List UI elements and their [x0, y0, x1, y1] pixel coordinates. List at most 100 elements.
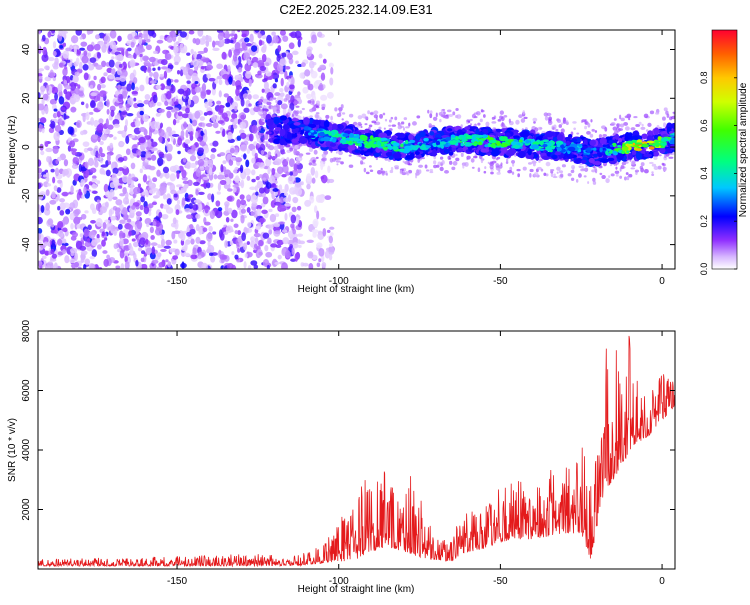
spectrogram-cell — [212, 47, 220, 52]
spectrogram-cell — [317, 230, 323, 235]
spectrogram-cell — [188, 194, 194, 198]
spectrogram-cell — [53, 262, 58, 269]
spectrogram-cell — [313, 205, 318, 214]
spectrogram-cell — [201, 262, 208, 269]
spectrogram-cell — [130, 162, 136, 170]
spectrogram-cell — [118, 63, 123, 68]
spectrogram-cell — [144, 159, 150, 163]
spectrogram-cell — [284, 250, 291, 259]
spectrogram-cell — [614, 170, 620, 175]
spectrogram-cell — [81, 194, 85, 199]
spectrogram-cell — [399, 169, 403, 175]
spectrogram-cell — [310, 70, 318, 79]
spectrogram-cell — [166, 198, 172, 205]
spectrogram-cell — [131, 238, 136, 242]
spectrogram-cell — [186, 214, 193, 220]
spectrogram-cell — [238, 47, 246, 51]
spectrogram-cell — [297, 39, 301, 48]
spectrogram-cell — [192, 203, 199, 211]
spectrogram-cell — [299, 72, 305, 79]
spectrogram-cell — [348, 164, 354, 168]
spectrogram-cell — [152, 94, 158, 104]
spectrogram-cell — [594, 130, 598, 133]
spectrogram-cell — [451, 166, 456, 171]
spectrogram-cell — [224, 30, 230, 39]
spectrogram-cell — [75, 57, 80, 65]
spectrogram-cell — [330, 67, 334, 75]
spectrogram-cell — [274, 118, 280, 124]
spectrogram-cell — [239, 144, 248, 152]
spectrogram-cell — [208, 225, 213, 232]
spectrogram-cell — [290, 258, 297, 262]
spectrogram-cell — [617, 145, 622, 148]
spectrogram-cell — [281, 151, 286, 155]
spectrogram-cell — [641, 133, 648, 140]
spectrogram-cell — [581, 119, 587, 123]
spectrogram-cell — [74, 127, 78, 133]
spectrogram-cell — [195, 168, 202, 178]
spectrogram-cell — [210, 255, 216, 263]
spectrogram-cell — [470, 158, 475, 163]
spectrogram-cell — [432, 148, 437, 157]
spectrogram-cell — [164, 85, 172, 90]
spectrogram-cell — [231, 209, 238, 219]
spectrogram-cell — [113, 243, 118, 250]
spectrogram-cell — [173, 230, 181, 235]
spectrogram-cell — [201, 122, 206, 128]
spectrogram-cell — [97, 93, 101, 102]
spectrogram-cell — [70, 223, 74, 230]
spectrogram-cell — [583, 175, 587, 178]
spectrogram-cell — [80, 178, 85, 186]
spectrogram-cell — [320, 94, 328, 101]
spectrogram-cell — [265, 131, 272, 135]
spectrogram-cell — [78, 188, 82, 196]
spectrogram-cell — [182, 180, 189, 184]
spectrogram-cell — [116, 47, 124, 52]
spectrogram-cell — [552, 175, 558, 179]
spectrogram-cell — [589, 139, 597, 146]
spectrogram-cell — [47, 31, 52, 38]
spectrogram-cell — [482, 114, 486, 118]
spectrogram-cell — [70, 185, 74, 194]
spectrogram-cell — [64, 66, 68, 70]
spectrogram-cell — [475, 111, 481, 116]
spectrogram-cell — [292, 111, 297, 116]
spectrogram-cell — [575, 178, 579, 183]
spectrogram-cell — [95, 64, 103, 70]
spectrogram-cell — [495, 157, 499, 161]
spectrogram-cell — [51, 239, 55, 247]
spectrogram-cell — [479, 118, 483, 123]
spectrogram-cell — [604, 127, 608, 132]
spectrogram-cell — [148, 56, 156, 63]
spectrogram-cell — [112, 167, 119, 175]
spectrogram-cell — [237, 55, 242, 65]
spectrogram-cell — [118, 103, 123, 109]
spectrogram-cell — [224, 203, 229, 213]
spectrogram-cell — [456, 114, 462, 119]
spectrogram-cell — [88, 111, 94, 115]
spectrogram-cell — [138, 136, 146, 144]
spectrogram-cell — [288, 99, 292, 103]
spectrogram-cell — [128, 230, 132, 237]
spectrogram-cell — [197, 158, 205, 167]
spectrogram-cell — [207, 193, 213, 201]
spectrogram-cell — [292, 196, 299, 204]
spectrogram-cell — [292, 228, 297, 235]
spectrogram-cell — [515, 119, 520, 125]
spectrogram-cell — [189, 155, 197, 162]
spectrogram-cell — [272, 83, 277, 89]
spectrogram-cell — [294, 145, 299, 149]
spectrogram-cell — [217, 120, 225, 124]
spectrogram-cell — [188, 202, 193, 209]
spectrogram-cell — [106, 145, 111, 152]
spectrogram-cell — [109, 189, 115, 198]
spectrogram-cell — [627, 153, 633, 160]
spectrogram-cell — [157, 157, 164, 167]
spectrogram-cell — [194, 80, 199, 85]
spectrogram-cell — [126, 103, 130, 108]
spectrogram-cell — [87, 63, 95, 71]
spectrogram-cell — [190, 254, 198, 260]
spectrogram-cell — [331, 123, 338, 131]
spectrogram-cell — [156, 169, 161, 177]
spectrogram-cell — [250, 45, 258, 52]
